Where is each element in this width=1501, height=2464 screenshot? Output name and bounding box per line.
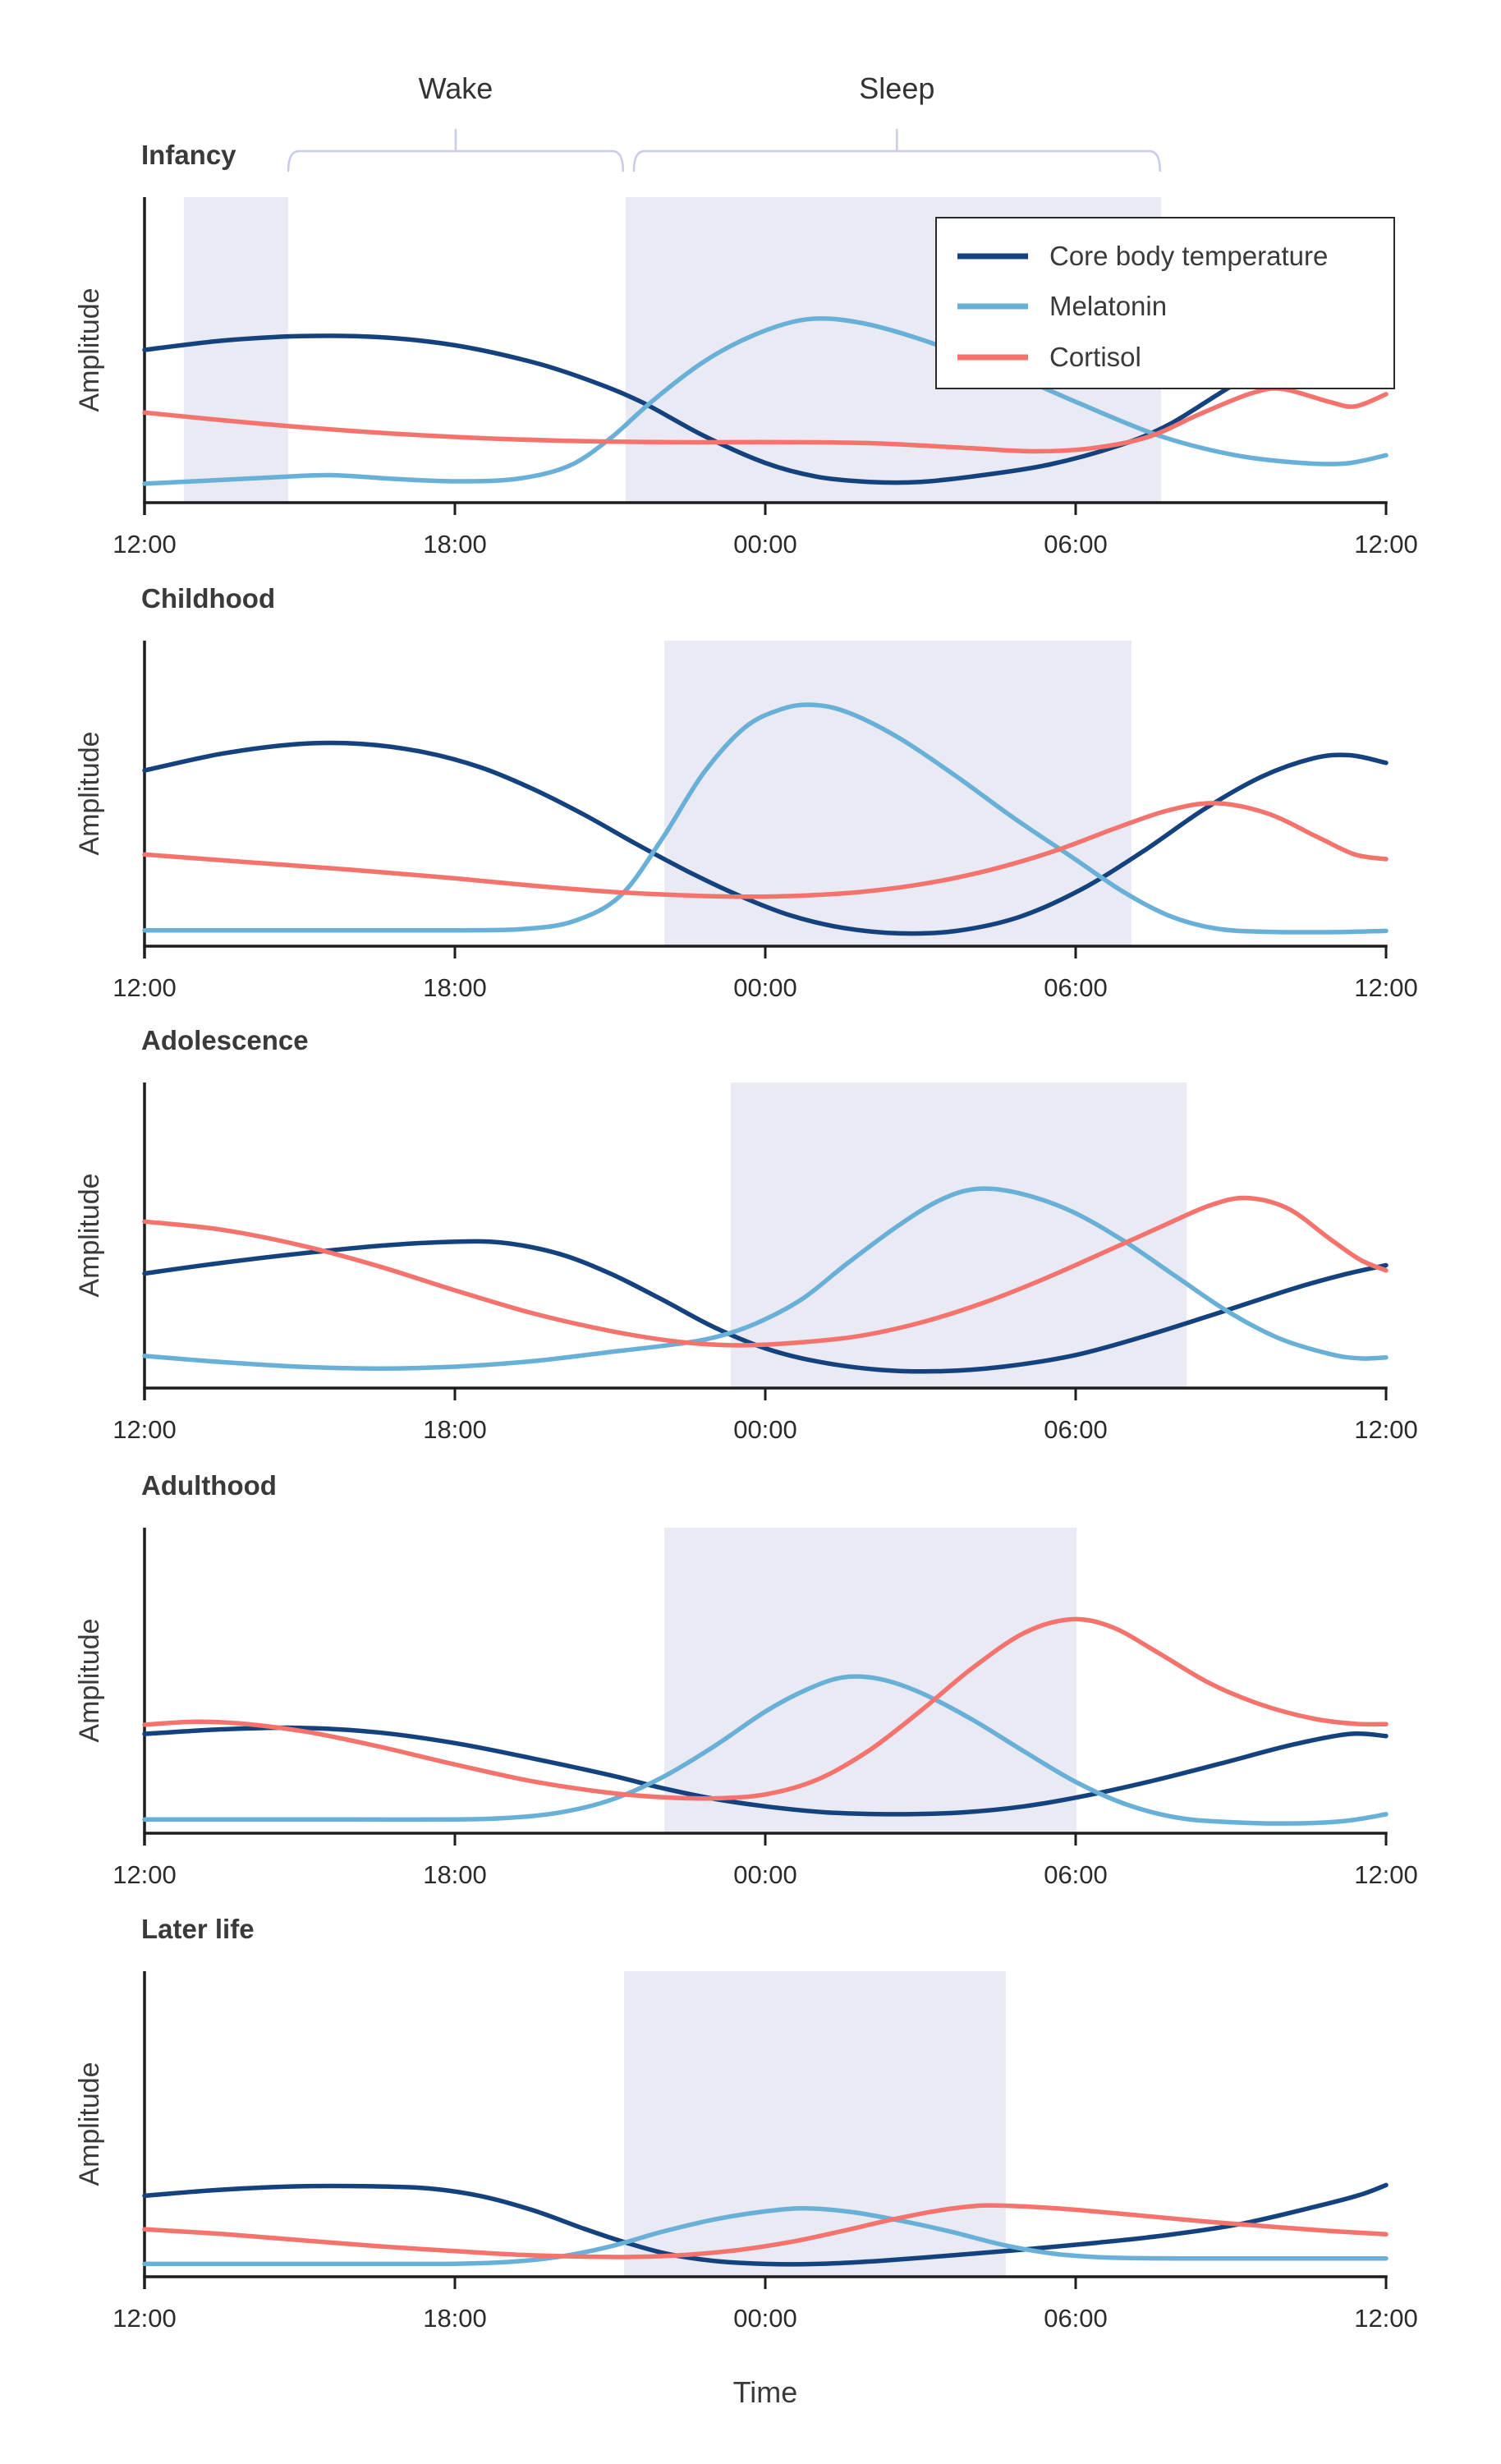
x-tick-label: 06:00 — [1044, 530, 1108, 559]
x-tick-label: 18:00 — [423, 1860, 487, 1889]
series-line-melatonin — [142, 316, 1389, 486]
series-line-cortisol — [142, 1195, 1389, 1348]
x-tick-label: 12:00 — [1354, 1860, 1418, 1889]
y-axis-label: Amplitude — [74, 287, 105, 411]
series-line-core-body-temperature — [142, 740, 1389, 936]
legend-label: Cortisol — [1049, 342, 1141, 372]
sleep-shading-band — [664, 1528, 1077, 1833]
series-line-melatonin — [142, 1186, 1389, 1371]
y-axis-label: Amplitude — [74, 2062, 105, 2186]
x-tick-label: 00:00 — [733, 973, 797, 1002]
x-tick-label: 18:00 — [423, 2304, 487, 2333]
x-tick-label: 06:00 — [1044, 973, 1108, 1002]
series-line-melatonin — [142, 1674, 1389, 1826]
legend-label: Core body temperature — [1049, 241, 1328, 271]
series-line-melatonin — [142, 2205, 1389, 2267]
sleep-brace — [632, 128, 1161, 172]
x-tick-label: 12:00 — [112, 973, 177, 1002]
x-tick-label: 12:00 — [112, 1415, 177, 1444]
series-line-core-body-temperature — [142, 1239, 1389, 1374]
series-line-melatonin — [142, 702, 1389, 935]
x-tick-label: 06:00 — [1044, 2304, 1108, 2333]
x-tick-label: 12:00 — [1354, 1415, 1418, 1444]
x-tick-label: 12:00 — [1354, 973, 1418, 1002]
series-line-cortisol — [142, 1616, 1389, 1801]
panel-later-life: 12:00 18:00 00:00 06:00 12:00 Later life Ampli… — [74, 1914, 1418, 2333]
series-line-core-body-temperature — [142, 1725, 1389, 1817]
x-tick-label: 12:00 — [112, 2304, 177, 2333]
x-tick-label: 12:00 — [112, 530, 177, 559]
sleep-label: Sleep — [859, 71, 934, 105]
x-tick-label: 12:00 — [112, 1860, 177, 1889]
legend: Core body temperature Melatonin Cortisol — [935, 217, 1395, 389]
y-axis-label: Amplitude — [74, 731, 105, 855]
x-tick-label: 00:00 — [733, 1860, 797, 1889]
series-line-cortisol — [142, 2203, 1389, 2259]
panel-title: Adulthood — [141, 1470, 277, 1501]
series-line-core-body-temperature — [142, 2182, 1389, 2267]
series-line-cortisol — [142, 801, 1389, 899]
panel-adolescence: 12:00 18:00 00:00 06:00 12:00 Adolescence Ampl… — [74, 1025, 1418, 1444]
panel-title: Later life — [141, 1914, 255, 1944]
x-axis-label: Time — [733, 2375, 798, 2409]
x-tick-label: 00:00 — [733, 530, 797, 559]
x-tick-label: 12:00 — [1354, 530, 1418, 559]
panel-title: Adolescence — [141, 1025, 309, 1055]
panel-childhood: 12:00 18:00 00:00 06:00 12:00 Childhood Amplit… — [74, 583, 1418, 1002]
y-axis-label: Amplitude — [74, 1173, 105, 1297]
x-tick-label: 00:00 — [733, 1415, 797, 1444]
x-tick-label: 18:00 — [423, 973, 487, 1002]
sleep-shading-band — [183, 197, 289, 503]
panel-adulthood: 12:00 18:00 00:00 06:00 12:00 Adulthood Amplit… — [74, 1470, 1418, 1889]
x-tick-label: 06:00 — [1044, 1860, 1108, 1889]
panel-title: Childhood — [141, 583, 275, 614]
x-tick-label: 12:00 — [1354, 2304, 1418, 2333]
x-tick-label: 06:00 — [1044, 1415, 1108, 1444]
wake-sleep-annotations: Wake Sleep — [287, 71, 1161, 172]
legend-label: Melatonin — [1049, 291, 1167, 321]
series-line-core-body-temperature — [142, 333, 1389, 485]
x-tick-label: 18:00 — [423, 1415, 487, 1444]
x-tick-label: 00:00 — [733, 2304, 797, 2333]
panel-title: Infancy — [141, 140, 236, 170]
y-axis-label: Amplitude — [74, 1618, 105, 1742]
x-tick-label: 18:00 — [423, 530, 487, 559]
wake-label: Wake — [419, 71, 493, 105]
wake-brace — [287, 128, 624, 172]
